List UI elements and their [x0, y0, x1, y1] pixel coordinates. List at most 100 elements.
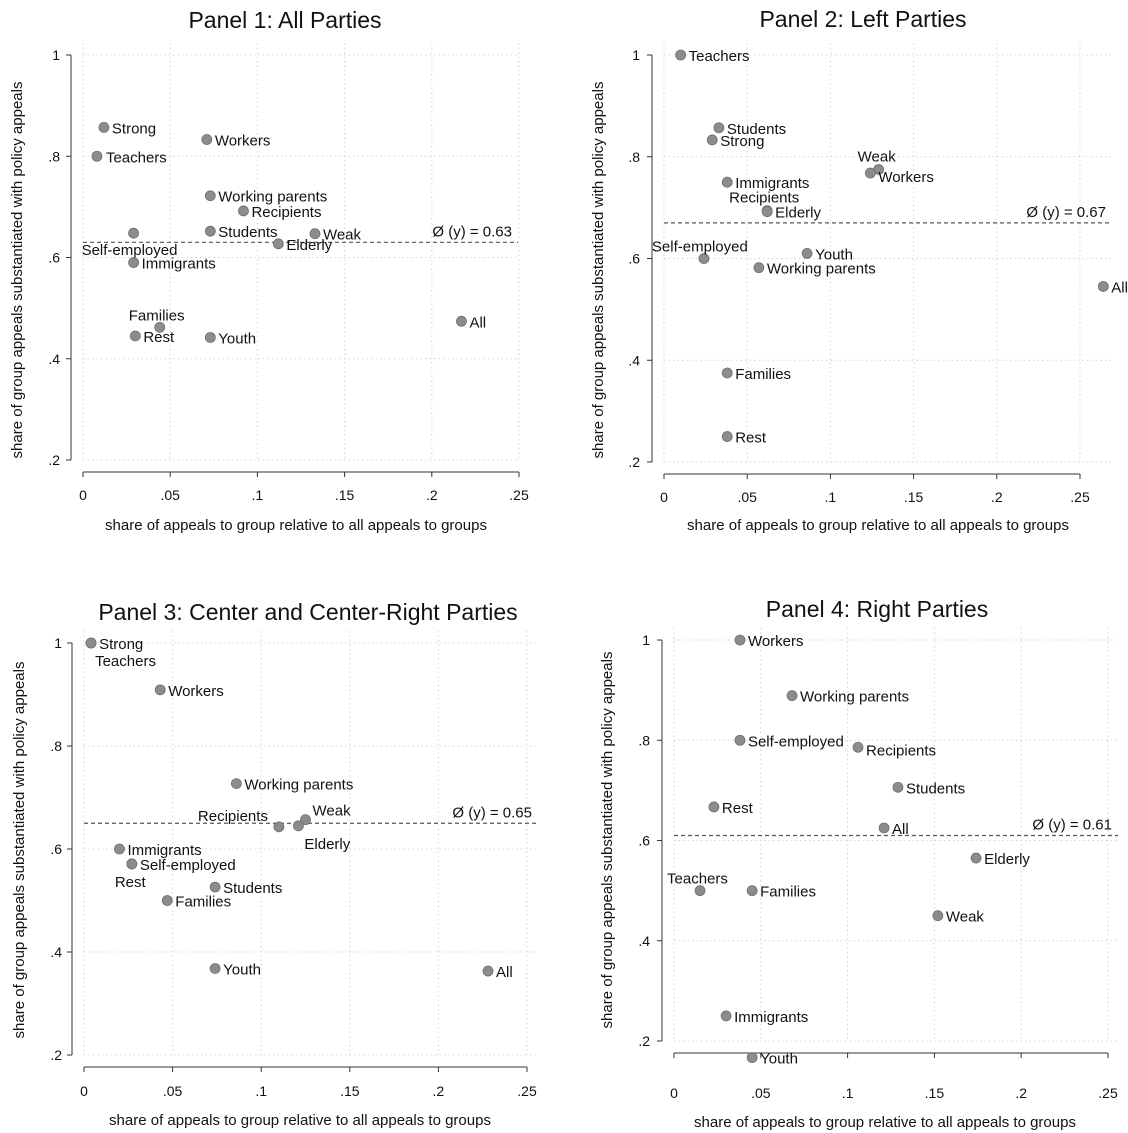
- x-tick-label: .15: [925, 1085, 945, 1101]
- point-families: [161, 895, 173, 906]
- point-label-elderly: Elderly: [775, 205, 821, 222]
- point-rest: [721, 431, 733, 442]
- point-recipients: [238, 205, 249, 217]
- point-elderly: [970, 852, 982, 864]
- point-label-workers: Workers: [878, 169, 934, 186]
- mean-label: Ø (y) = 0.67: [1026, 204, 1106, 221]
- x-tick-label: .2: [426, 487, 438, 503]
- point-recipients: [852, 741, 864, 753]
- y-tick-label: .6: [638, 833, 650, 849]
- point-students: [892, 781, 904, 793]
- y-tick-label: .2: [48, 452, 60, 468]
- point-label-weak: Weak: [858, 148, 897, 165]
- y-tick-label: 1: [632, 47, 640, 63]
- point-label-rest: Rest: [722, 800, 754, 817]
- point-label-all: All: [1111, 279, 1128, 296]
- panel-4: Panel 4: Right Parties 0 .05 .1 .15 .2 .25 .2 .4…: [599, 596, 1118, 1131]
- y-tick-label: 1: [52, 47, 60, 63]
- point-youth: [209, 963, 221, 974]
- x-tick-label: .05: [737, 489, 757, 505]
- y-tick-label: .4: [628, 352, 640, 368]
- y-tick-label: .4: [638, 933, 650, 949]
- x-tick-label: .2: [433, 1083, 445, 1099]
- x-tick-label: .15: [904, 489, 924, 505]
- point-all: [482, 965, 494, 977]
- point-teachers: [694, 885, 706, 897]
- panel-1: Panel 1: All Parties 0 .05 .1 .15 .2 .25 .2 .4 .6…: [9, 7, 529, 534]
- point-label-all: All: [892, 821, 909, 838]
- x-tick-label: .05: [160, 487, 180, 503]
- point-elderly: [293, 820, 304, 832]
- point-label-working-parents: Working parents: [218, 189, 327, 206]
- point-students: [209, 881, 221, 893]
- panel-title: Panel 2: Left Parties: [759, 6, 966, 32]
- point-label-recipients: Recipients: [866, 742, 936, 759]
- x-tick-label: 0: [79, 487, 87, 503]
- point-label-families: Families: [735, 366, 791, 383]
- x-tick-label: .2: [991, 489, 1003, 505]
- point-label-immigrants: Immigrants: [734, 1009, 808, 1026]
- point-youth: [746, 1052, 758, 1063]
- panel-title: Panel 3: Center and Center-Right Parties: [98, 599, 517, 625]
- y-axis-title: share of group appeals substantiated wit…: [599, 652, 616, 1029]
- point-immigrants: [128, 257, 139, 268]
- panel-title: Panel 1: All Parties: [188, 7, 381, 33]
- x-tick-label: .05: [163, 1083, 183, 1099]
- point-families: [746, 885, 758, 897]
- point-label-all: All: [496, 964, 513, 981]
- y-tick-label: 1: [54, 635, 62, 651]
- point-immigrants: [721, 176, 733, 188]
- point-label-families: Families: [129, 307, 185, 324]
- point-workers: [864, 167, 876, 179]
- point-label-elderly: Elderly: [984, 851, 1030, 868]
- point-label-working-parents: Working parents: [800, 689, 909, 706]
- point-workers: [201, 134, 213, 145]
- y-tick-label: .6: [48, 250, 60, 266]
- point-label-immigrants: Immigrants: [127, 842, 201, 859]
- x-tick-label: .15: [340, 1083, 360, 1099]
- point-label-families: Families: [760, 884, 816, 901]
- point-label-youth: Youth: [218, 330, 256, 347]
- point-weak: [932, 910, 944, 922]
- y-axis-title: share of group appeals substantiated wit…: [9, 82, 26, 459]
- x-axis-title: share of appeals to group relative to al…: [687, 517, 1069, 534]
- point-all: [1097, 281, 1109, 292]
- point-strong: [98, 121, 110, 133]
- x-axis-title: share of appeals to group relative to al…: [109, 1112, 491, 1129]
- point-label-strong: Strong: [112, 120, 156, 137]
- point-recipients: [273, 821, 285, 833]
- point-label-teachers: Teachers: [95, 653, 156, 670]
- panel-title: Panel 4: Right Parties: [766, 596, 988, 622]
- y-tick-label: .4: [48, 351, 60, 367]
- point-label-elderly: Elderly: [304, 836, 350, 853]
- x-tick-label: 0: [670, 1085, 678, 1101]
- point-strong: [706, 134, 718, 146]
- point-self-employed: [128, 227, 139, 239]
- panel-3: Panel 3: Center and Center-Right Parties…: [11, 599, 538, 1129]
- point-label-youth: Youth: [223, 961, 261, 978]
- panel-2: Panel 2: Left Parties 0 .05 .1 .15 .2 .25 .2 .4.…: [590, 6, 1128, 534]
- point-label-youth: Youth: [760, 1051, 798, 1068]
- point-elderly: [761, 206, 773, 218]
- point-label-weak: Weak: [946, 909, 985, 926]
- point-label-self-employed: Self-employed: [652, 239, 748, 256]
- point-all: [878, 822, 890, 834]
- point-elderly: [272, 238, 284, 250]
- point-label-workers: Workers: [168, 683, 224, 700]
- point-immigrants: [114, 843, 125, 855]
- x-tick-label: .25: [509, 487, 529, 503]
- point-label-working-parents: Working parents: [767, 261, 876, 278]
- x-tick-label: .1: [252, 487, 264, 503]
- x-tick-label: .25: [517, 1083, 537, 1099]
- y-tick-label: .2: [50, 1047, 62, 1063]
- point-label-students: Students: [727, 121, 786, 138]
- y-tick-label: .2: [638, 1033, 650, 1049]
- x-tick-label: .1: [255, 1083, 267, 1099]
- point-label-families: Families: [175, 894, 231, 911]
- point-label-strong: Strong: [720, 133, 764, 150]
- point-label-students: Students: [906, 780, 965, 797]
- point-youth: [801, 248, 813, 259]
- x-tick-label: .2: [1015, 1085, 1027, 1101]
- x-tick-label: .1: [825, 489, 837, 505]
